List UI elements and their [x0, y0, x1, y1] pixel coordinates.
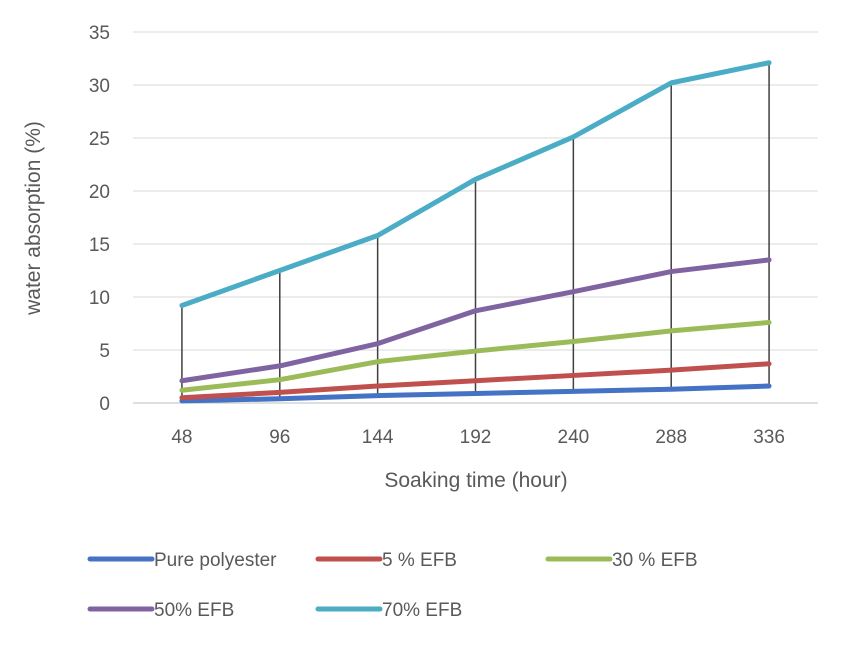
y-tick-label: 20 [89, 182, 110, 203]
x-tick-label: 144 [362, 427, 394, 448]
x-tick-label: 240 [558, 427, 590, 448]
legend-label: 5 % EFB [382, 550, 457, 571]
x-tick-label: 48 [171, 427, 192, 448]
series-lines [179, 60, 772, 404]
y-axis-title: water absorption (%) [22, 121, 45, 316]
x-tick-label: 192 [460, 427, 492, 448]
y-tick-label: 30 [89, 76, 110, 97]
x-axis-ticks: 48 96 144 192 240 288 336 [171, 427, 785, 448]
legend-label: 50% EFB [154, 600, 234, 621]
y-tick-label: 0 [99, 394, 110, 415]
x-tick-label: 288 [655, 427, 687, 448]
x-tick-label: 96 [269, 427, 290, 448]
series-line-0 [179, 383, 772, 404]
y-tick-label: 35 [89, 23, 110, 44]
x-tick-label: 336 [753, 427, 785, 448]
y-tick-label: 5 [99, 341, 110, 362]
y-tick-label: 25 [89, 129, 110, 150]
series-line-4 [179, 60, 772, 308]
legend: Pure polyester 5 % EFB 30 % EFB 50% EFB 70% … [87, 550, 698, 621]
y-tick-label: 15 [89, 235, 110, 256]
y-tick-label: 10 [89, 288, 110, 309]
x-axis-title: Soaking time (hour) [384, 469, 567, 492]
legend-label: 70% EFB [382, 600, 462, 621]
series-line-2 [179, 319, 772, 393]
series-line-1 [179, 361, 772, 401]
series-line-3 [179, 257, 772, 384]
legend-label: Pure polyester [154, 550, 277, 571]
legend-label: 30 % EFB [612, 550, 698, 571]
y-axis-ticks: 0 5 10 15 20 25 30 35 [89, 23, 110, 415]
